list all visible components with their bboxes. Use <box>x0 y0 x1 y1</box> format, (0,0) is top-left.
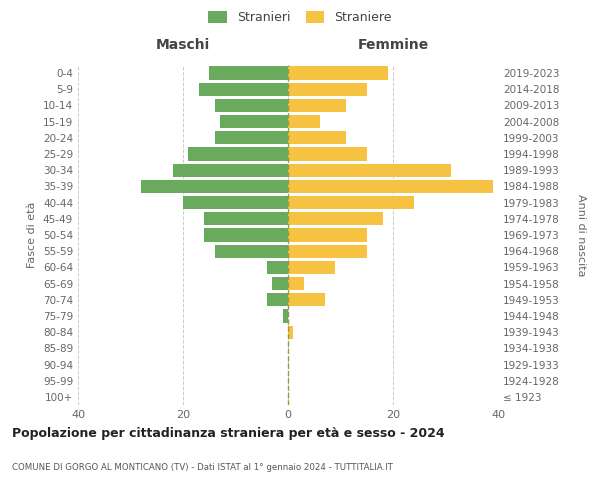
Bar <box>267 260 288 274</box>
Bar <box>215 131 288 144</box>
Bar <box>288 131 346 144</box>
Bar <box>288 212 383 226</box>
Bar <box>288 244 367 258</box>
Bar <box>288 277 304 290</box>
Y-axis label: Fasce di età: Fasce di età <box>28 202 37 268</box>
Bar <box>288 326 293 339</box>
Bar <box>183 196 288 209</box>
Bar <box>288 115 320 128</box>
Text: Femmine: Femmine <box>358 38 428 52</box>
Bar <box>215 244 288 258</box>
Bar <box>288 99 346 112</box>
Bar <box>209 66 288 80</box>
Text: COMUNE DI GORGO AL MONTICANO (TV) - Dati ISTAT al 1° gennaio 2024 - TUTTITALIA.I: COMUNE DI GORGO AL MONTICANO (TV) - Dati… <box>12 462 393 471</box>
Bar <box>288 164 451 177</box>
Bar <box>141 180 288 193</box>
Bar <box>204 228 288 241</box>
Bar <box>199 82 288 96</box>
Bar <box>204 212 288 226</box>
Text: Popolazione per cittadinanza straniera per età e sesso - 2024: Popolazione per cittadinanza straniera p… <box>12 428 445 440</box>
Bar <box>288 148 367 160</box>
Bar <box>267 293 288 306</box>
Bar <box>288 260 335 274</box>
Bar <box>288 228 367 241</box>
Bar <box>188 148 288 160</box>
Y-axis label: Anni di nascita: Anni di nascita <box>576 194 586 276</box>
Bar <box>283 310 288 322</box>
Bar <box>173 164 288 177</box>
Bar <box>215 99 288 112</box>
Bar <box>288 293 325 306</box>
Bar <box>220 115 288 128</box>
Bar <box>272 277 288 290</box>
Legend: Stranieri, Straniere: Stranieri, Straniere <box>203 6 397 29</box>
Bar <box>288 196 414 209</box>
Bar <box>288 82 367 96</box>
Text: Maschi: Maschi <box>156 38 210 52</box>
Bar <box>288 180 493 193</box>
Bar <box>288 66 388 80</box>
